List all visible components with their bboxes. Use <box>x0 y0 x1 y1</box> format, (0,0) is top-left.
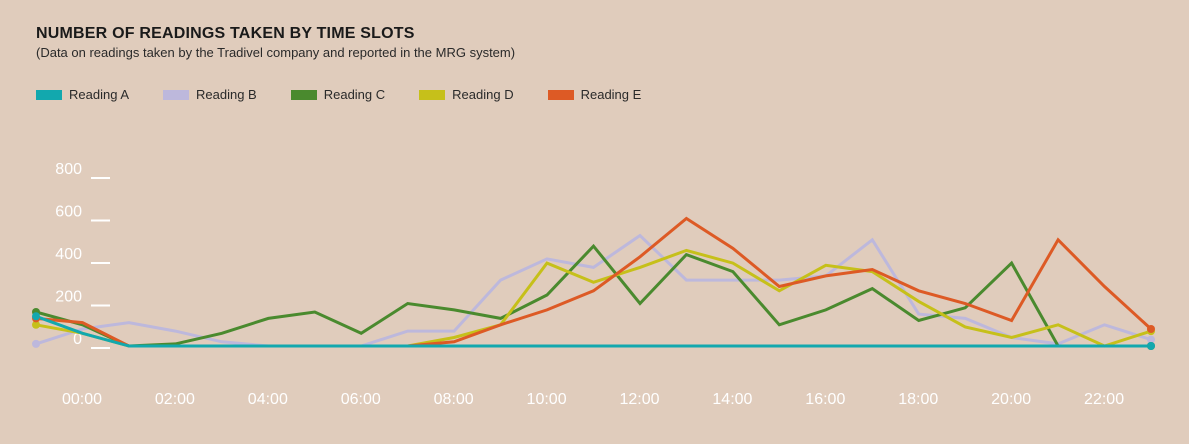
legend-item-reading-d: Reading D <box>419 87 514 102</box>
x-tick-label-10:00: 10:00 <box>527 391 567 408</box>
legend-item-reading-c: Reading C <box>290 87 386 102</box>
x-tick-label-16:00: 16:00 <box>805 391 845 408</box>
x-tick-label-22:00: 22:00 <box>1084 391 1124 408</box>
legend-label-reading-a: Reading A <box>69 87 129 102</box>
x-tick-label-14:00: 14:00 <box>712 391 752 408</box>
legend-label-reading-b: Reading B <box>196 87 257 102</box>
legend-item-reading-b: Reading B <box>163 87 257 102</box>
legend-label-reading-e: Reading E <box>580 87 642 102</box>
series-end-point-reading-a <box>1147 342 1155 350</box>
y-tick-label-600: 600 <box>55 204 82 221</box>
x-tick-label-04:00: 04:00 <box>248 391 288 408</box>
x-tick-label-00:00: 00:00 <box>62 391 102 408</box>
legend-label-reading-c: Reading C <box>323 87 386 102</box>
x-tick-label-12:00: 12:00 <box>619 391 659 408</box>
y-tick-label-400: 400 <box>55 246 82 263</box>
series-line-reading-c <box>35 243 1151 348</box>
series-start-point-reading-b <box>32 339 40 348</box>
series-start-point-reading-d <box>32 320 40 329</box>
y-tick-label-0: 0 <box>73 331 82 348</box>
legend-swatch-reading-c <box>290 89 317 100</box>
legend-swatch-reading-d <box>419 89 446 100</box>
legend-label-reading-d: Reading D <box>452 87 514 102</box>
y-tick-label-800: 800 <box>55 161 82 178</box>
chart-title: NUMBER OF READINGS TAKEN BY TIME SLOTS <box>36 25 415 42</box>
series-end-point-reading-e <box>1147 325 1155 333</box>
series-line-reading-b <box>35 233 1152 348</box>
x-tick-label-18:00: 18:00 <box>898 391 938 408</box>
legend-item-reading-e: Reading E <box>547 87 642 102</box>
legend-swatch-reading-a <box>36 89 62 100</box>
y-tick-label-200: 200 <box>55 289 82 306</box>
legend: Reading A Reading B Reading C Reading D … <box>36 87 675 102</box>
series-line-reading-a <box>35 314 1151 348</box>
legend-swatch-reading-b <box>163 89 189 100</box>
x-tick-label-06:00: 06:00 <box>341 391 381 408</box>
chart-subtitle: (Data on readings taken by the Tradivel … <box>36 45 516 60</box>
x-tick-label-20:00: 20:00 <box>991 391 1031 408</box>
legend-item-reading-a: Reading A <box>36 87 129 102</box>
x-tick-label-02:00: 02:00 <box>155 391 195 408</box>
x-tick-label-08:00: 08:00 <box>434 391 474 408</box>
series-start-point-reading-a <box>32 312 40 321</box>
legend-swatch-reading-e <box>547 89 574 100</box>
series-end-point-reading-b <box>1147 335 1155 344</box>
series-line-reading-d <box>35 248 1152 348</box>
